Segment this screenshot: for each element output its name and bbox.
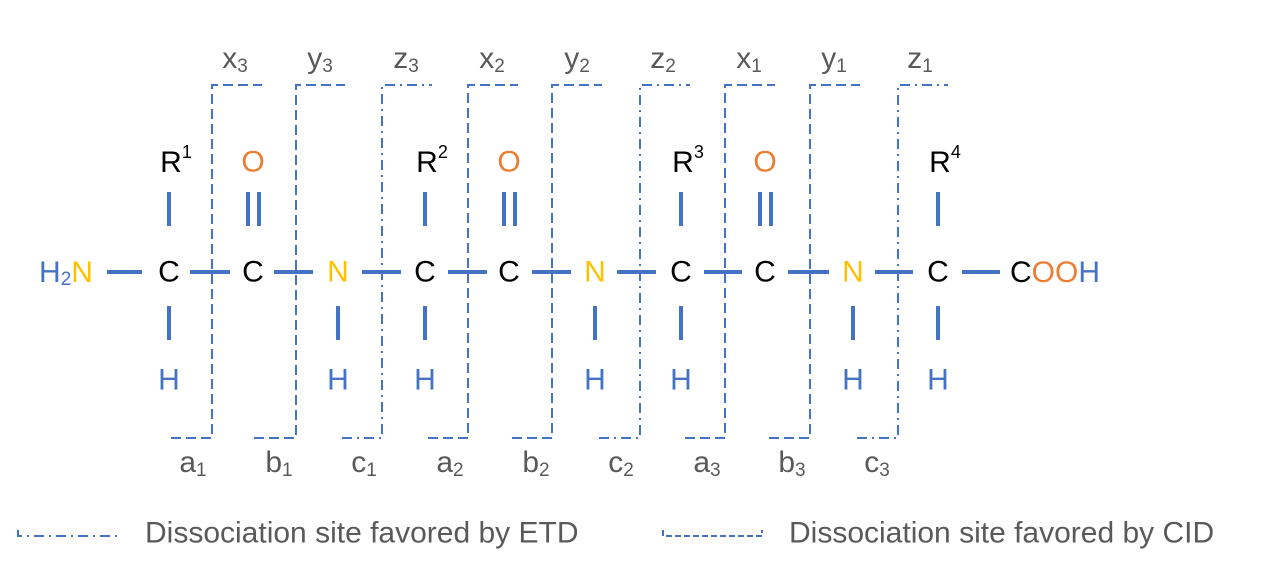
carbonyl-oxygen-3: O xyxy=(753,146,776,179)
cleavage-brackets xyxy=(171,84,948,439)
double-bond-c3-o xyxy=(758,192,773,226)
legend-etd-label: Dissociation site favored by ETD xyxy=(145,517,579,550)
amide-nitrogen-4: N xyxy=(842,256,864,289)
label-y3: y3 xyxy=(307,42,333,77)
carbonyl-carbon-1: C xyxy=(242,256,264,289)
backbone-carbons: C C C C C C C xyxy=(158,256,949,289)
amide-nitrogen-3: N xyxy=(584,256,606,289)
legend-cid-swatch xyxy=(662,530,763,537)
label-z3: z3 xyxy=(393,42,419,77)
top-fragment-labels: x3 y3 z3 x2 y2 z2 x1 y1 z1 xyxy=(222,42,933,77)
n-terminus: H2N xyxy=(39,256,93,290)
hydrogen-ca1: H xyxy=(158,364,180,397)
hydrogen-ca2: H xyxy=(414,364,436,397)
amide-nitrogen-2: N xyxy=(327,256,349,289)
cleavage-c3-z1 xyxy=(857,84,948,439)
label-a2: a2 xyxy=(436,446,463,481)
double-bond-c2-o xyxy=(502,192,517,226)
carbon-alpha-2: C xyxy=(414,256,436,289)
cleavage-c2-z2 xyxy=(599,84,690,439)
label-a1: a1 xyxy=(179,446,206,481)
side-chain-r2: R2 xyxy=(416,142,448,179)
vertical-bonds xyxy=(167,192,940,340)
label-y1: y1 xyxy=(821,42,847,77)
hydrogen-ca3: H xyxy=(670,364,692,397)
label-c2: c2 xyxy=(608,446,634,481)
hydrogen-n3: H xyxy=(584,364,606,397)
label-c3: c3 xyxy=(864,446,890,481)
label-x3: x3 xyxy=(222,42,248,77)
carbon-alpha-4: C xyxy=(927,256,949,289)
carbon-alpha-3: C xyxy=(670,256,692,289)
cleavage-b2-y2 xyxy=(512,84,602,439)
cleavage-a2-x2 xyxy=(428,84,518,439)
label-z1: z1 xyxy=(907,42,933,77)
label-x1: x1 xyxy=(736,42,762,77)
carbonyl-oxygen-2: O xyxy=(497,146,520,179)
label-b2: b2 xyxy=(522,446,549,481)
legend-cid: Dissociation site favored by CID xyxy=(662,517,1214,550)
cleavage-b3-y1 xyxy=(769,84,860,439)
cleavage-a1-x3 xyxy=(171,84,262,439)
cleavage-c1-z3 xyxy=(342,84,432,439)
hydrogen-ca4: H xyxy=(927,364,949,397)
carbonyl-oxygen-1: O xyxy=(241,146,264,179)
label-y2: y2 xyxy=(564,42,590,77)
hydrogen-n4: H xyxy=(842,364,864,397)
carbonyl-carbon-3: C xyxy=(754,256,776,289)
cleavage-b1-y3 xyxy=(254,84,345,439)
carbon-alpha-1: C xyxy=(158,256,180,289)
label-b1: b1 xyxy=(265,446,292,481)
carbonyl-carbon-2: C xyxy=(498,256,520,289)
hydrogen-n2: H xyxy=(327,364,349,397)
double-bond-c1-o xyxy=(246,192,261,226)
side-chain-r1: R1 xyxy=(160,142,192,179)
legend: Dissociation site favored by ETD Dissoci… xyxy=(17,517,1214,550)
label-b3: b3 xyxy=(778,446,805,481)
side-chains: R1 R2 R3 R4 xyxy=(160,142,961,179)
legend-etd-swatch xyxy=(17,530,117,537)
legend-cid-label: Dissociation site favored by CID xyxy=(789,517,1214,550)
label-c1: c1 xyxy=(351,446,377,481)
backbone-nitrogens: N N N xyxy=(327,256,864,289)
label-z2: z2 xyxy=(650,42,676,77)
side-chain-r3: R3 xyxy=(672,142,704,179)
label-a3: a3 xyxy=(693,446,720,481)
carbonyl-oxygens: O O O xyxy=(241,146,776,179)
cleavage-a3-x1 xyxy=(685,84,775,439)
legend-etd: Dissociation site favored by ETD xyxy=(17,517,579,550)
bottom-fragment-labels: a1 b1 c1 a2 b2 c2 a3 b3 c3 xyxy=(179,446,889,481)
label-x2: x2 xyxy=(479,42,505,77)
hydrogens: H H H H H H H xyxy=(158,364,949,397)
c-terminus: COOH xyxy=(1010,256,1100,289)
side-chain-r4: R4 xyxy=(929,142,961,179)
